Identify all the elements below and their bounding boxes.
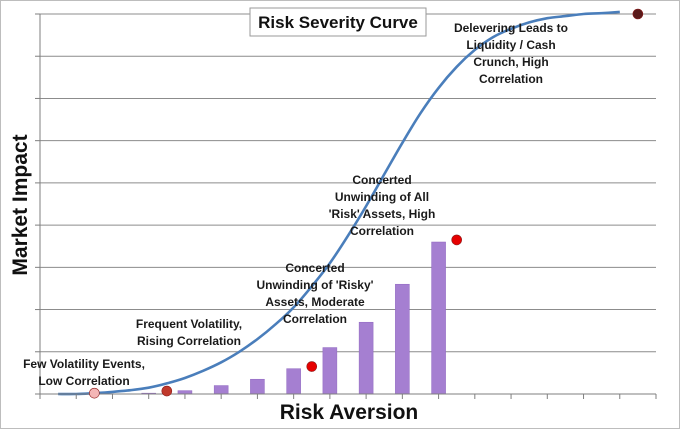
bar bbox=[431, 241, 446, 395]
point-annotation: Frequent Volatility, Rising Correlation bbox=[136, 317, 242, 348]
bar-series bbox=[141, 241, 446, 395]
bar bbox=[358, 321, 374, 395]
x-axis-label: Risk Aversion bbox=[280, 401, 419, 424]
point-annotation: Concerted Unwinding of All 'Risk' Assets, … bbox=[329, 173, 436, 238]
bar bbox=[177, 390, 193, 395]
point-annotations: Few Volatility Events, Low Correlation Fre… bbox=[23, 21, 568, 388]
point-annotation: Delevering Leads to Liquidity / Cash Crunc… bbox=[454, 21, 568, 86]
bar bbox=[213, 385, 229, 395]
point-markers bbox=[89, 8, 644, 399]
chart-title: Risk Severity Curve bbox=[258, 13, 418, 32]
chart-title-box bbox=[249, 7, 427, 37]
point-marker bbox=[161, 385, 173, 397]
point-annotation: Concerted Unwinding of 'Risky' Assets, Mod… bbox=[256, 261, 373, 326]
point-marker bbox=[89, 387, 100, 399]
point-annotation: Few Volatility Events, Low Correlation bbox=[23, 357, 145, 388]
axes bbox=[35, 13, 657, 399]
point-marker bbox=[306, 361, 318, 372]
bar bbox=[286, 368, 301, 395]
y-axis-label: Market Impact bbox=[9, 134, 32, 275]
risk-severity-curve-line bbox=[58, 10, 620, 396]
bar bbox=[322, 347, 338, 395]
point-marker bbox=[632, 8, 644, 20]
bar bbox=[395, 283, 410, 395]
bar bbox=[250, 378, 265, 395]
point-marker bbox=[451, 234, 463, 246]
